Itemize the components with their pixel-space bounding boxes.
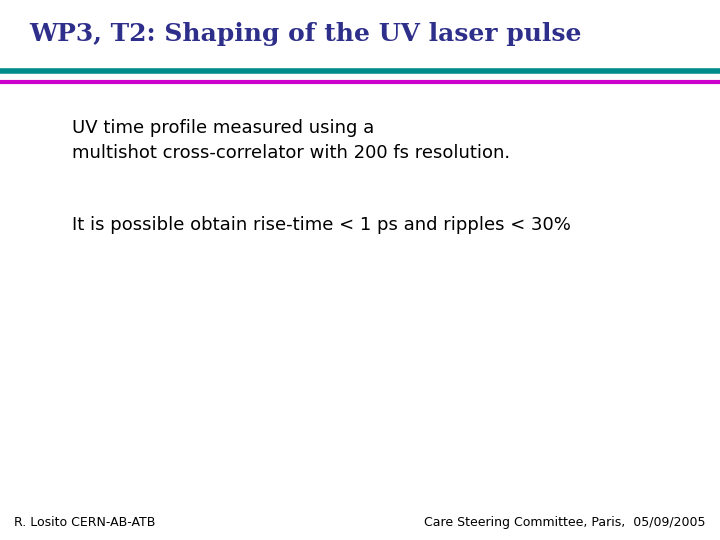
Text: R. Losito CERN-AB-ATB: R. Losito CERN-AB-ATB xyxy=(14,516,156,529)
Text: Care Steering Committee, Paris,  05/09/2005: Care Steering Committee, Paris, 05/09/20… xyxy=(424,516,706,529)
Text: WP3, T2: Shaping of the UV laser pulse: WP3, T2: Shaping of the UV laser pulse xyxy=(29,22,581,45)
Text: It is possible obtain rise-time < 1 ps and ripples < 30%: It is possible obtain rise-time < 1 ps a… xyxy=(72,216,571,234)
Text: UV time profile measured using a
multishot cross-correlator with 200 fs resoluti: UV time profile measured using a multish… xyxy=(72,119,510,162)
